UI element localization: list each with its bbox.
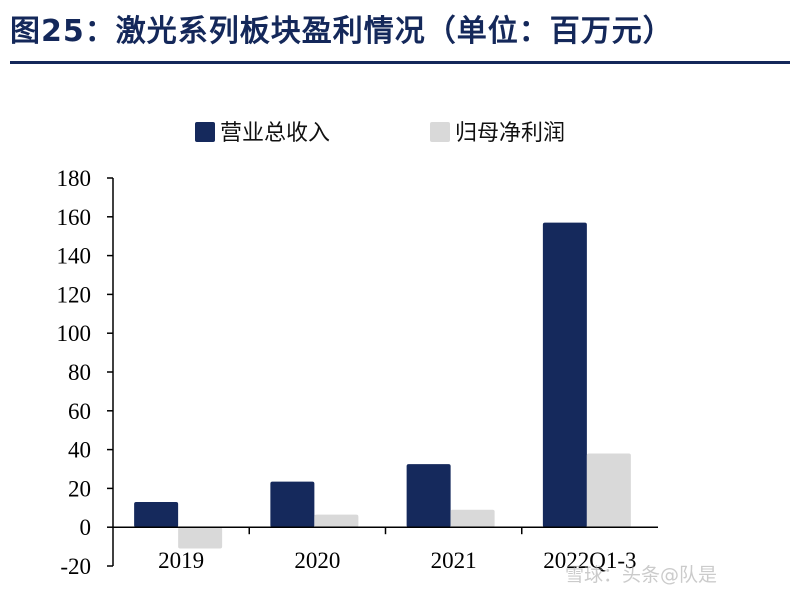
legend-swatch	[430, 122, 450, 142]
legend: 营业总收入 归母净利润	[195, 121, 565, 146]
x-tick-label: 2020	[294, 548, 340, 573]
bar-revenue	[406, 464, 451, 528]
bar-revenue	[542, 222, 587, 528]
bar-revenue	[134, 501, 179, 528]
legend-label: 归母净利润	[455, 121, 565, 146]
x-tick-label: 2022Q1-3	[543, 548, 636, 573]
y-axis: -20 0 20 40 60 80 100 120 140 160 180	[57, 166, 114, 579]
y-tick-label: 20	[68, 476, 91, 501]
y-tick-label: 100	[57, 321, 92, 346]
legend-swatch	[195, 122, 215, 142]
bar-net-profit	[450, 509, 495, 528]
y-tick-label: 0	[80, 515, 92, 540]
bar-net-profit	[178, 527, 223, 549]
bar-net-profit	[586, 453, 631, 528]
y-tick-label: 120	[57, 282, 92, 307]
y-tick-label: 160	[57, 205, 92, 230]
legend-label: 营业总收入	[220, 121, 330, 146]
x-tick-label: 2019	[158, 548, 204, 573]
bar-net-profit	[314, 514, 359, 528]
watermark: 雪球：头条@队是	[565, 564, 718, 586]
bar-revenue	[270, 481, 315, 528]
x-tick-label: 2021	[431, 548, 477, 573]
title-underline	[10, 61, 790, 64]
y-tick-label: 60	[68, 399, 91, 424]
chart-title: 图25：激光系列板块盈利情况（单位：百万元）	[10, 14, 674, 49]
x-axis: 2019 2020 2021 2022Q1-3	[113, 526, 658, 573]
y-tick-label: 140	[57, 244, 92, 269]
bars	[134, 222, 631, 549]
y-tick-label: 80	[68, 360, 91, 385]
y-tick-label: -20	[60, 554, 91, 579]
y-tick-label: 180	[57, 166, 92, 191]
y-tick-label: 40	[68, 438, 91, 463]
